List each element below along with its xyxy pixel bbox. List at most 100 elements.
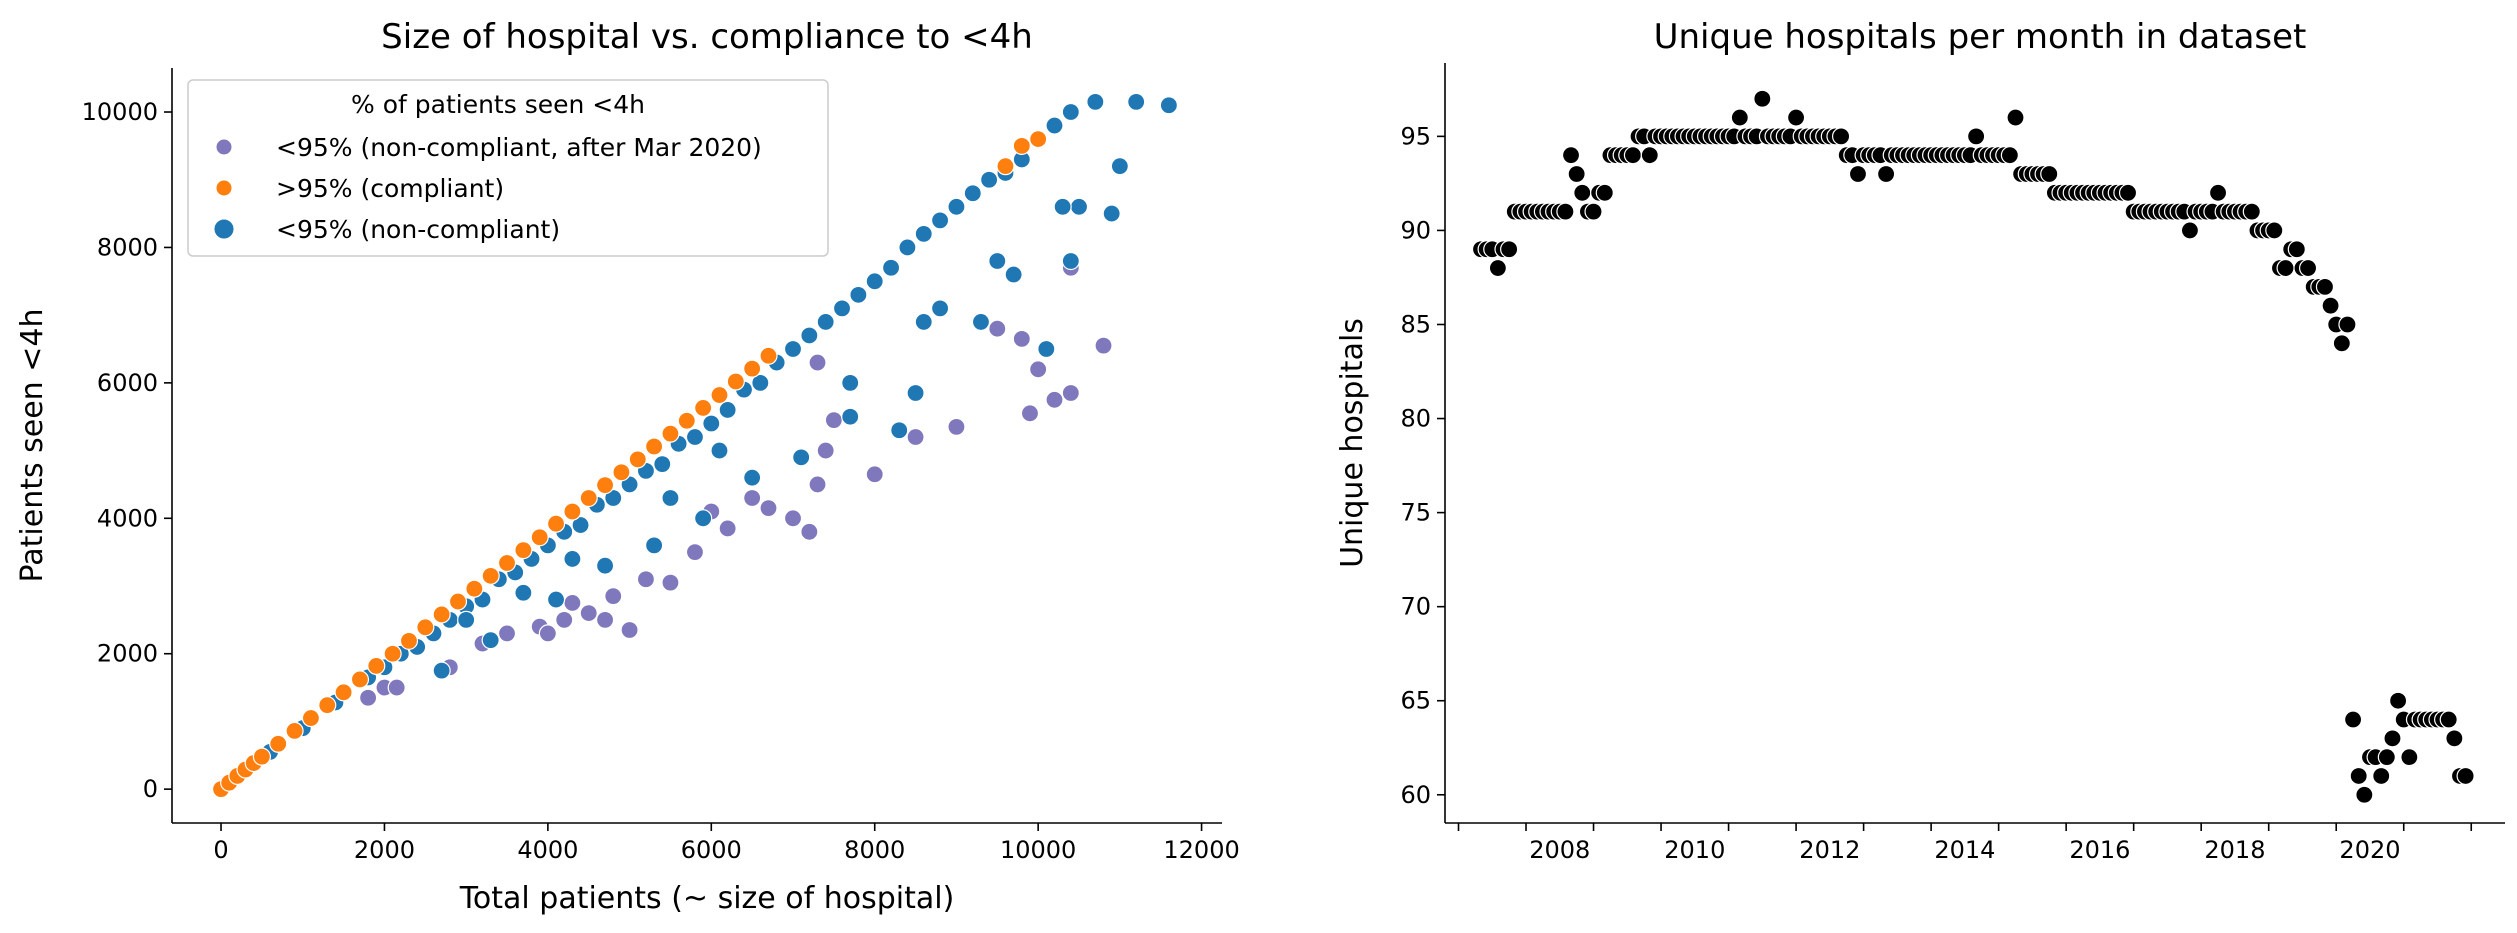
data-point bbox=[457, 610, 476, 629]
data-point bbox=[1004, 265, 1023, 284]
scatter-chart-hospital-size: Size of hospital vs. compliance to <4h T… bbox=[15, 17, 1240, 916]
data-point bbox=[399, 631, 419, 650]
data-point bbox=[2298, 258, 2318, 278]
data-point bbox=[1831, 127, 1851, 146]
data-point bbox=[759, 499, 778, 518]
data-point bbox=[1061, 383, 1080, 403]
data-point bbox=[947, 197, 966, 216]
data-point bbox=[808, 353, 827, 372]
data-point bbox=[2006, 108, 2025, 127]
data-point bbox=[849, 285, 868, 304]
data-point bbox=[2439, 710, 2458, 729]
data-point bbox=[367, 656, 386, 676]
data-point bbox=[645, 536, 664, 555]
data-point bbox=[661, 488, 680, 508]
data-point bbox=[2118, 183, 2138, 202]
data-point bbox=[726, 372, 745, 391]
data-point bbox=[1556, 202, 1575, 221]
data-point bbox=[988, 319, 1007, 338]
x-axis-label: Total patients (~ size of hospital) bbox=[459, 881, 955, 916]
data-point bbox=[448, 592, 468, 611]
data-point bbox=[1069, 197, 1089, 216]
data-point bbox=[432, 661, 451, 680]
data-point bbox=[996, 157, 1015, 176]
data-point bbox=[2349, 766, 2368, 786]
data-point bbox=[612, 463, 631, 482]
data-point bbox=[677, 411, 696, 430]
data-point bbox=[514, 541, 533, 560]
data-point bbox=[661, 573, 680, 592]
data-point bbox=[988, 251, 1007, 271]
data-point bbox=[1102, 204, 1121, 223]
data-point bbox=[1037, 339, 1056, 359]
data-point bbox=[1640, 146, 1659, 165]
data-point bbox=[2208, 183, 2228, 202]
x-tick-label: 12000 bbox=[1163, 836, 1239, 864]
data-point bbox=[2287, 240, 2306, 259]
data-point bbox=[718, 519, 737, 538]
legend-marker bbox=[215, 179, 233, 197]
data-point bbox=[1159, 96, 1178, 115]
x-tick-label: 2020 bbox=[2339, 836, 2400, 864]
data-point bbox=[914, 224, 933, 243]
y-tick-label: 80 bbox=[1400, 405, 1431, 433]
data-point bbox=[604, 587, 623, 606]
data-point bbox=[2265, 221, 2284, 240]
data-point bbox=[898, 238, 917, 257]
data-point bbox=[800, 326, 819, 345]
data-point bbox=[743, 488, 762, 508]
data-point bbox=[2372, 766, 2391, 786]
x-tick-label: 2014 bbox=[1934, 836, 1995, 864]
axes: 2008 2010 2012 2014 2016 2018 2020 60 65 70 75 80 85… bbox=[1400, 63, 2505, 864]
data-point bbox=[2332, 334, 2351, 353]
data-point bbox=[1730, 108, 1749, 127]
data-point bbox=[743, 468, 762, 487]
data-point bbox=[383, 644, 402, 663]
legend-box bbox=[187, 79, 829, 257]
x-tick-label: 2016 bbox=[2069, 836, 2130, 864]
data-point bbox=[800, 522, 819, 541]
data-point bbox=[1584, 202, 1603, 221]
data-point bbox=[2276, 258, 2295, 278]
chart-title: Size of hospital vs. compliance to <4h bbox=[381, 17, 1033, 57]
y-tick-label: 65 bbox=[1400, 687, 1431, 715]
data-point bbox=[318, 696, 337, 715]
data-point bbox=[906, 383, 925, 403]
legend-marker bbox=[213, 218, 235, 240]
x-tick-label: 2018 bbox=[2204, 836, 2265, 864]
data-point bbox=[1012, 136, 1031, 155]
data-point bbox=[808, 475, 827, 494]
data-point bbox=[1500, 240, 1519, 259]
data-point bbox=[563, 549, 582, 569]
data-point bbox=[538, 624, 557, 643]
data-point bbox=[980, 170, 999, 189]
data-point bbox=[841, 373, 860, 392]
y-tick-label: 60 bbox=[1400, 781, 1431, 809]
data-point bbox=[563, 593, 582, 613]
data-point bbox=[1045, 390, 1064, 409]
data-point bbox=[1573, 183, 1592, 202]
data-point bbox=[595, 610, 615, 629]
data-point bbox=[1086, 92, 1105, 111]
data-point bbox=[1110, 157, 1129, 176]
y-tick-label: 8000 bbox=[97, 233, 158, 261]
data-point bbox=[2343, 710, 2363, 729]
data-point bbox=[1561, 146, 1581, 165]
legend-entries: <95% (non-compliant, after Mar 2020) >95%… bbox=[213, 133, 762, 244]
data-point bbox=[930, 299, 950, 318]
x-tick-label: 0 bbox=[213, 836, 228, 864]
scatter-chart-unique-hospitals: Unique hospitals per month in dataset Un… bbox=[1335, 17, 2505, 864]
data-point bbox=[571, 515, 590, 535]
data-point bbox=[579, 603, 598, 623]
data-point bbox=[694, 398, 713, 418]
legend-marker bbox=[215, 138, 233, 156]
x-tick-label: 4000 bbox=[517, 836, 578, 864]
x-tick-label: 2010 bbox=[1664, 836, 1725, 864]
data-point bbox=[759, 346, 778, 365]
y-axis-label: Patients seen <4h bbox=[15, 309, 50, 583]
data-point bbox=[783, 339, 803, 359]
data-point bbox=[865, 272, 884, 291]
data-point bbox=[595, 476, 615, 495]
data-point bbox=[530, 528, 549, 547]
